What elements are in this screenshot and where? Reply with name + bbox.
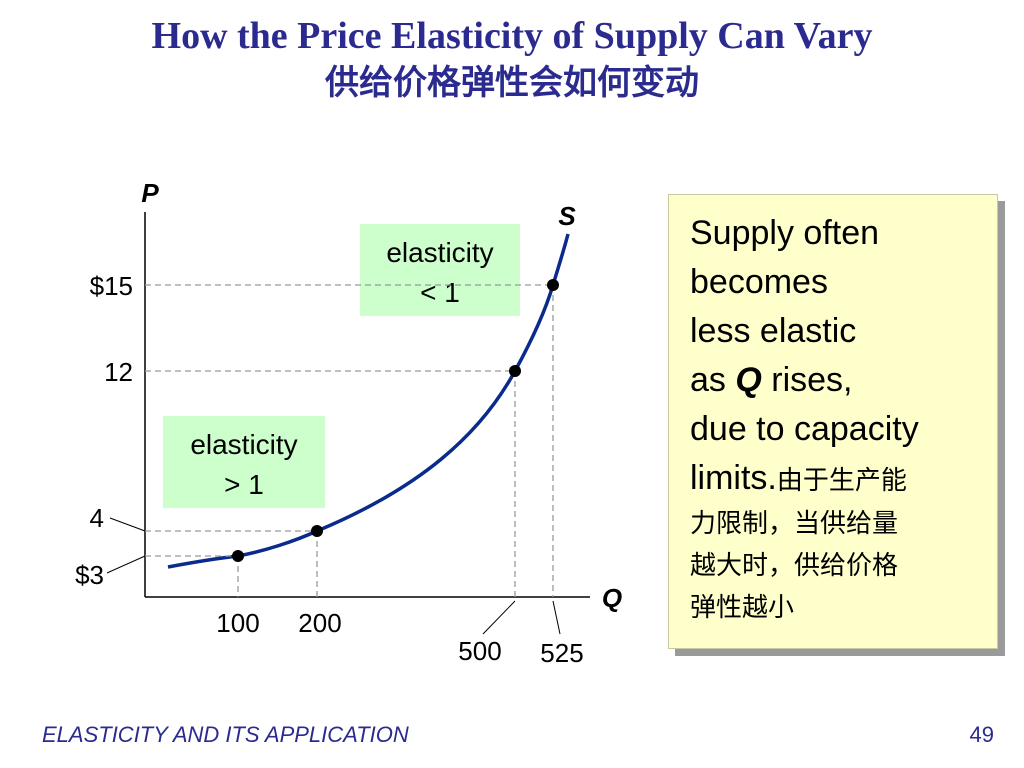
note-line-2: becomes (690, 263, 828, 301)
note-cn-1: 由于生产能 (776, 466, 907, 496)
footer-course-title: ELASTICITY AND ITS APPLICATION (42, 722, 409, 747)
note-line-1: Supply often (690, 214, 880, 252)
note-line-3: less elastic (690, 312, 857, 350)
x-tick-label: 200 (298, 608, 341, 638)
x-tick-leader-3 (552, 600, 561, 635)
y-tick-label: $3 (75, 560, 104, 590)
note-line-4: as Q rises, (690, 356, 985, 405)
note-line-6: limits.由于生产能 (690, 454, 985, 503)
note-line-4b: rises, (761, 361, 853, 399)
data-point (232, 550, 244, 562)
note-cn-4: 弹性越小 (690, 593, 795, 623)
x-axis-label: Q (602, 583, 622, 613)
slide-subtitle: 供给价格弹性会如何变动 (325, 63, 699, 103)
data-point (509, 365, 521, 377)
elasticity-high-line1: elasticity (190, 429, 297, 460)
elasticity-low-line1: elasticity (386, 237, 493, 268)
elasticity-high-line2: > 1 (224, 469, 264, 500)
explanation-note: Supply often becomes less elastic as Q r… (668, 194, 998, 649)
elasticity-low-line2: < 1 (420, 277, 460, 308)
slide-title: How the Price Elasticity of Supply Can V… (151, 15, 873, 57)
x-tick-label: 525 (540, 638, 583, 668)
curve-label: S (558, 201, 576, 231)
elasticity-box-low: elasticity < 1 (360, 224, 520, 316)
note-line-5: due to capacity (690, 410, 919, 448)
y-tick-leader-0 (106, 555, 146, 574)
y-tick-label: 12 (104, 357, 133, 387)
y-axis-label: P (141, 178, 159, 208)
data-point (547, 279, 559, 291)
y-tick-label: $15 (90, 271, 133, 301)
x-tick-leader-2 (482, 600, 516, 635)
x-tick-label: 500 (458, 636, 501, 666)
data-point (311, 525, 323, 537)
y-tick-leader-1 (109, 517, 146, 532)
elasticity-box-high: elasticity > 1 (163, 416, 325, 508)
page-number: 49 (969, 722, 994, 747)
y-tick-label: 4 (90, 503, 104, 533)
note-cn-2: 力限制，当供给量 (690, 509, 899, 539)
note-line-6-text: limits. (690, 459, 777, 497)
note-line-4a: as (690, 361, 736, 399)
x-tick-label: 100 (216, 608, 259, 638)
note-line-4-q: Q (735, 361, 762, 399)
note-cn-3: 越大时，供给价格 (690, 551, 899, 581)
